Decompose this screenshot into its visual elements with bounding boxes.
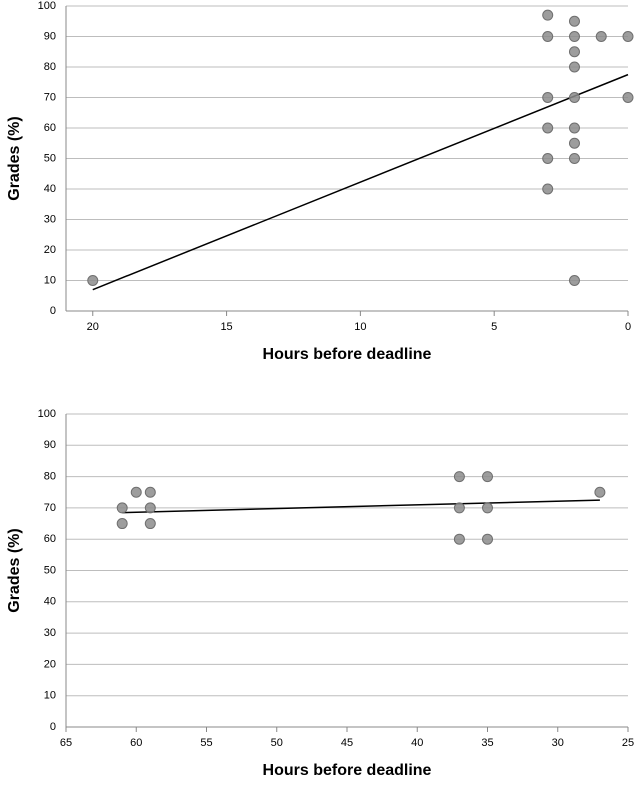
x-tick-label: 20 xyxy=(87,321,99,333)
y-axis-title: Grades (%) xyxy=(6,116,23,200)
y-tick-label: 10 xyxy=(44,274,56,286)
point xyxy=(453,471,465,483)
x-axis-title: Hours before deadline xyxy=(263,762,432,779)
x-tick-label: 35 xyxy=(481,737,493,749)
y-tick-label: 100 xyxy=(38,0,56,12)
y-tick-label: 30 xyxy=(44,627,56,639)
x-tick-label: 55 xyxy=(200,737,212,749)
point xyxy=(568,275,580,286)
point xyxy=(622,31,634,42)
x-tick-label: 10 xyxy=(354,321,366,333)
point xyxy=(482,502,493,514)
point xyxy=(542,31,554,42)
point xyxy=(482,533,493,545)
x-tick-label: 0 xyxy=(625,321,631,333)
point xyxy=(87,275,99,286)
point xyxy=(130,486,142,498)
point xyxy=(144,502,156,514)
y-tick-label: 0 xyxy=(50,305,56,317)
y-tick-label: 20 xyxy=(44,244,56,256)
y-tick-label: 20 xyxy=(44,658,56,670)
point xyxy=(453,502,465,514)
point xyxy=(144,518,156,530)
y-tick-label: 80 xyxy=(44,61,56,73)
point xyxy=(542,92,554,103)
point xyxy=(542,183,554,195)
x-tick-label: 50 xyxy=(271,737,283,749)
y-tick-label: 100 xyxy=(38,408,56,420)
point xyxy=(542,9,554,21)
x-tick-label: 30 xyxy=(552,737,564,749)
point xyxy=(568,137,580,149)
point xyxy=(568,31,580,42)
y-tick-label: 0 xyxy=(50,721,56,733)
point xyxy=(594,486,606,498)
x-tick-label: 60 xyxy=(130,737,142,749)
y-tick-label: 90 xyxy=(44,30,56,42)
point xyxy=(568,122,580,134)
y-tick-label: 30 xyxy=(44,213,56,225)
point xyxy=(568,61,580,73)
point xyxy=(453,533,465,545)
y-tick-label: 90 xyxy=(44,439,56,451)
point xyxy=(568,153,580,164)
trendline xyxy=(122,499,600,514)
y-tick-label: 50 xyxy=(44,152,56,164)
point xyxy=(542,122,554,134)
x-axis-title: Hours before deadline xyxy=(263,346,432,363)
x-tick-label: 25 xyxy=(622,737,634,749)
y-tick-label: 80 xyxy=(44,471,56,483)
point xyxy=(116,518,128,530)
y-tick-label: 60 xyxy=(44,533,56,545)
x-tick-label: 65 xyxy=(60,737,72,749)
y-tick-label: 40 xyxy=(44,596,56,608)
x-tick-label: 45 xyxy=(341,737,353,749)
point xyxy=(568,46,580,58)
x-tick-label: 15 xyxy=(220,321,232,333)
point xyxy=(482,471,493,483)
point xyxy=(144,486,156,498)
y-tick-label: 50 xyxy=(44,564,56,576)
x-tick-label: 5 xyxy=(491,321,497,333)
point xyxy=(568,15,580,27)
trendline xyxy=(92,73,629,291)
y-tick-label: 10 xyxy=(44,690,56,702)
point xyxy=(622,92,634,103)
point xyxy=(542,153,554,164)
y-tick-label: 40 xyxy=(44,183,56,195)
point xyxy=(568,92,580,103)
y-tick-label: 70 xyxy=(44,502,56,514)
y-tick-label: 70 xyxy=(44,91,56,103)
y-tick-label: 60 xyxy=(44,122,56,134)
x-tick-label: 40 xyxy=(411,737,423,749)
point xyxy=(116,502,128,514)
point xyxy=(595,31,607,42)
y-axis-title: Grades (%) xyxy=(6,528,23,612)
